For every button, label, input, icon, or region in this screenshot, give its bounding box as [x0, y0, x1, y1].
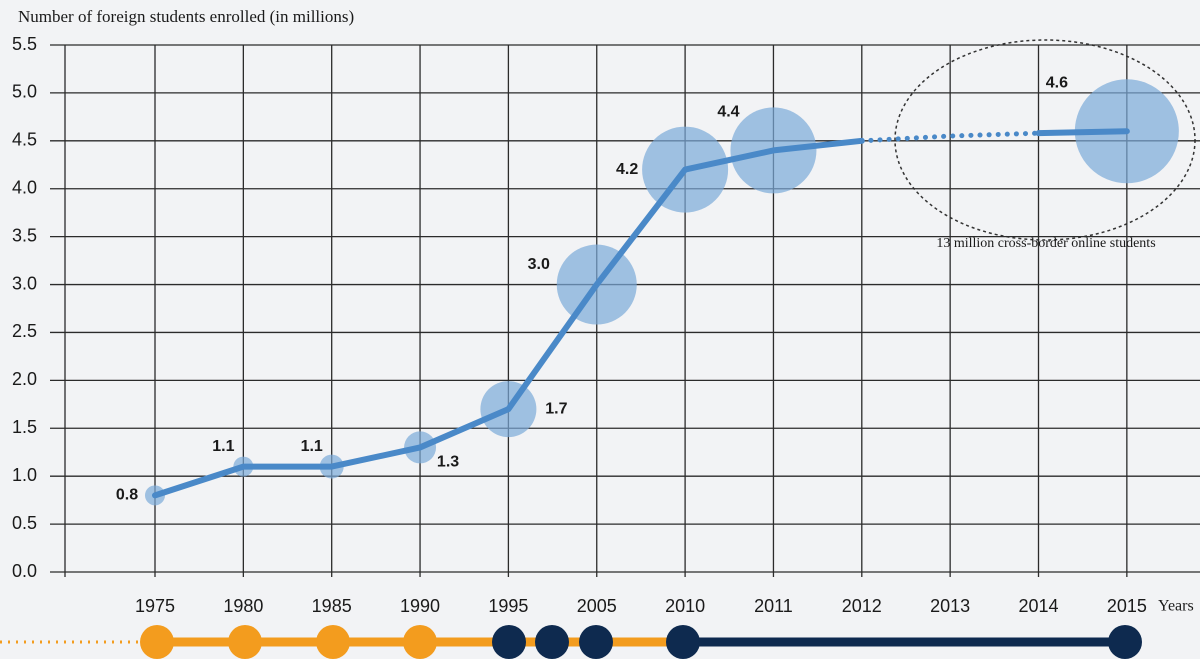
y-tick-label: 4.0	[12, 177, 37, 197]
y-tick-label: 4.5	[12, 130, 37, 150]
value-label: 1.3	[437, 454, 459, 471]
timeline-node	[492, 625, 526, 659]
timeline-node	[228, 625, 262, 659]
value-label: 1.1	[301, 438, 323, 455]
highlight-ellipse	[894, 39, 1196, 241]
timeline-node	[403, 625, 437, 659]
value-label: 3.0	[528, 256, 550, 273]
timeline-node	[140, 625, 174, 659]
y-tick-label: 0.5	[12, 513, 37, 533]
value-label: 0.8	[116, 487, 138, 504]
y-tick-label: 3.0	[12, 273, 37, 293]
x-tick-label: 1985	[312, 596, 352, 616]
y-axis-label: Number of foreign students enrolled (in …	[18, 7, 354, 26]
line	[859, 130, 1041, 144]
y-tick-label: 1.5	[12, 417, 37, 437]
x-tick-label: 2014	[1018, 596, 1058, 616]
value-label: 4.2	[616, 161, 638, 178]
annotation: 13 million cross-border online students	[936, 236, 1155, 251]
x-tick-label: 2015	[1107, 596, 1147, 616]
value-label: 4.4	[717, 104, 739, 121]
y-tick-label: 5.5	[12, 34, 37, 54]
y-tick-label: 2.0	[12, 369, 37, 389]
timeline-node	[316, 625, 350, 659]
y-tick-label: 3.5	[12, 225, 37, 245]
timeline-node	[535, 625, 569, 659]
y-tick-label: 1.0	[12, 465, 37, 485]
timeline-node	[1108, 625, 1142, 659]
timeline	[0, 625, 1142, 659]
x-tick-label: 2013	[930, 596, 970, 616]
x-tick-label: 2005	[577, 596, 617, 616]
value-label: 4.6	[1046, 74, 1068, 91]
x-tick-label: 1975	[135, 596, 175, 616]
x-tick-label: 2012	[842, 596, 882, 616]
x-tick-label: 1995	[488, 596, 528, 616]
timeline-node	[666, 625, 700, 659]
y-tick-label: 2.5	[12, 321, 37, 341]
y-tick-label: 0.0	[12, 561, 37, 581]
line	[152, 128, 1130, 499]
x-axis-label: Years	[1158, 598, 1194, 615]
x-tick-label: 2010	[665, 596, 705, 616]
value-label: 1.7	[545, 400, 567, 417]
x-tick-label: 2011	[754, 596, 793, 616]
timeline-node	[579, 625, 613, 659]
y-tick-label: 5.0	[12, 82, 37, 102]
value-label: 1.1	[212, 438, 234, 455]
x-tick-label: 1980	[223, 596, 263, 616]
x-tick-label: 1990	[400, 596, 440, 616]
